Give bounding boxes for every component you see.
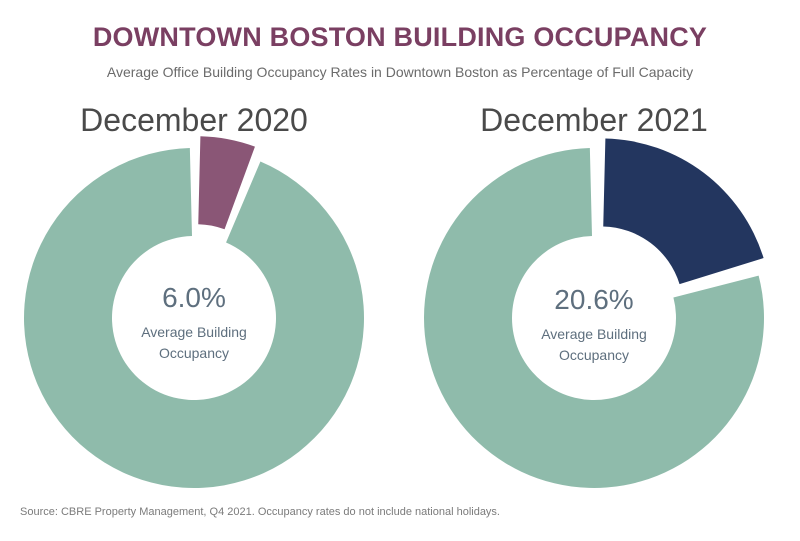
donut-title-2020: December 2020: [80, 102, 308, 138]
donut-slice-unoccupied: [23, 148, 364, 488]
source-note: Source: CBRE Property Management, Q4 202…: [20, 506, 500, 518]
donut-slice-occupied: [603, 138, 764, 285]
donut-panel-2020: December 2020 6.0% Average Building Occu…: [4, 98, 384, 498]
center-value-2021: 20.6%: [554, 284, 634, 315]
donut-chart-2021: [424, 138, 764, 488]
center-label-line2-2020: Occupancy: [158, 345, 230, 361]
donut-chart-2020: [23, 136, 364, 488]
center-label-line1-2020: Average Building: [141, 324, 247, 340]
center-label-line2-2021: Occupancy: [558, 347, 630, 363]
center-label-line1-2021: Average Building: [541, 326, 647, 342]
center-value-2020: 6.0%: [162, 282, 226, 313]
donut-panel-2021: December 2021 20.6% Average Building Occ…: [404, 98, 784, 498]
chart-subtitle: Average Office Building Occupancy Rates …: [106, 64, 694, 80]
donut-slice-occupied: [198, 136, 255, 230]
donut-title-2021: December 2021: [480, 102, 708, 138]
chart-title: DOWNTOWN BOSTON BUILDING OCCUPANCY: [92, 22, 708, 52]
donut-slice-unoccupied: [424, 148, 764, 488]
